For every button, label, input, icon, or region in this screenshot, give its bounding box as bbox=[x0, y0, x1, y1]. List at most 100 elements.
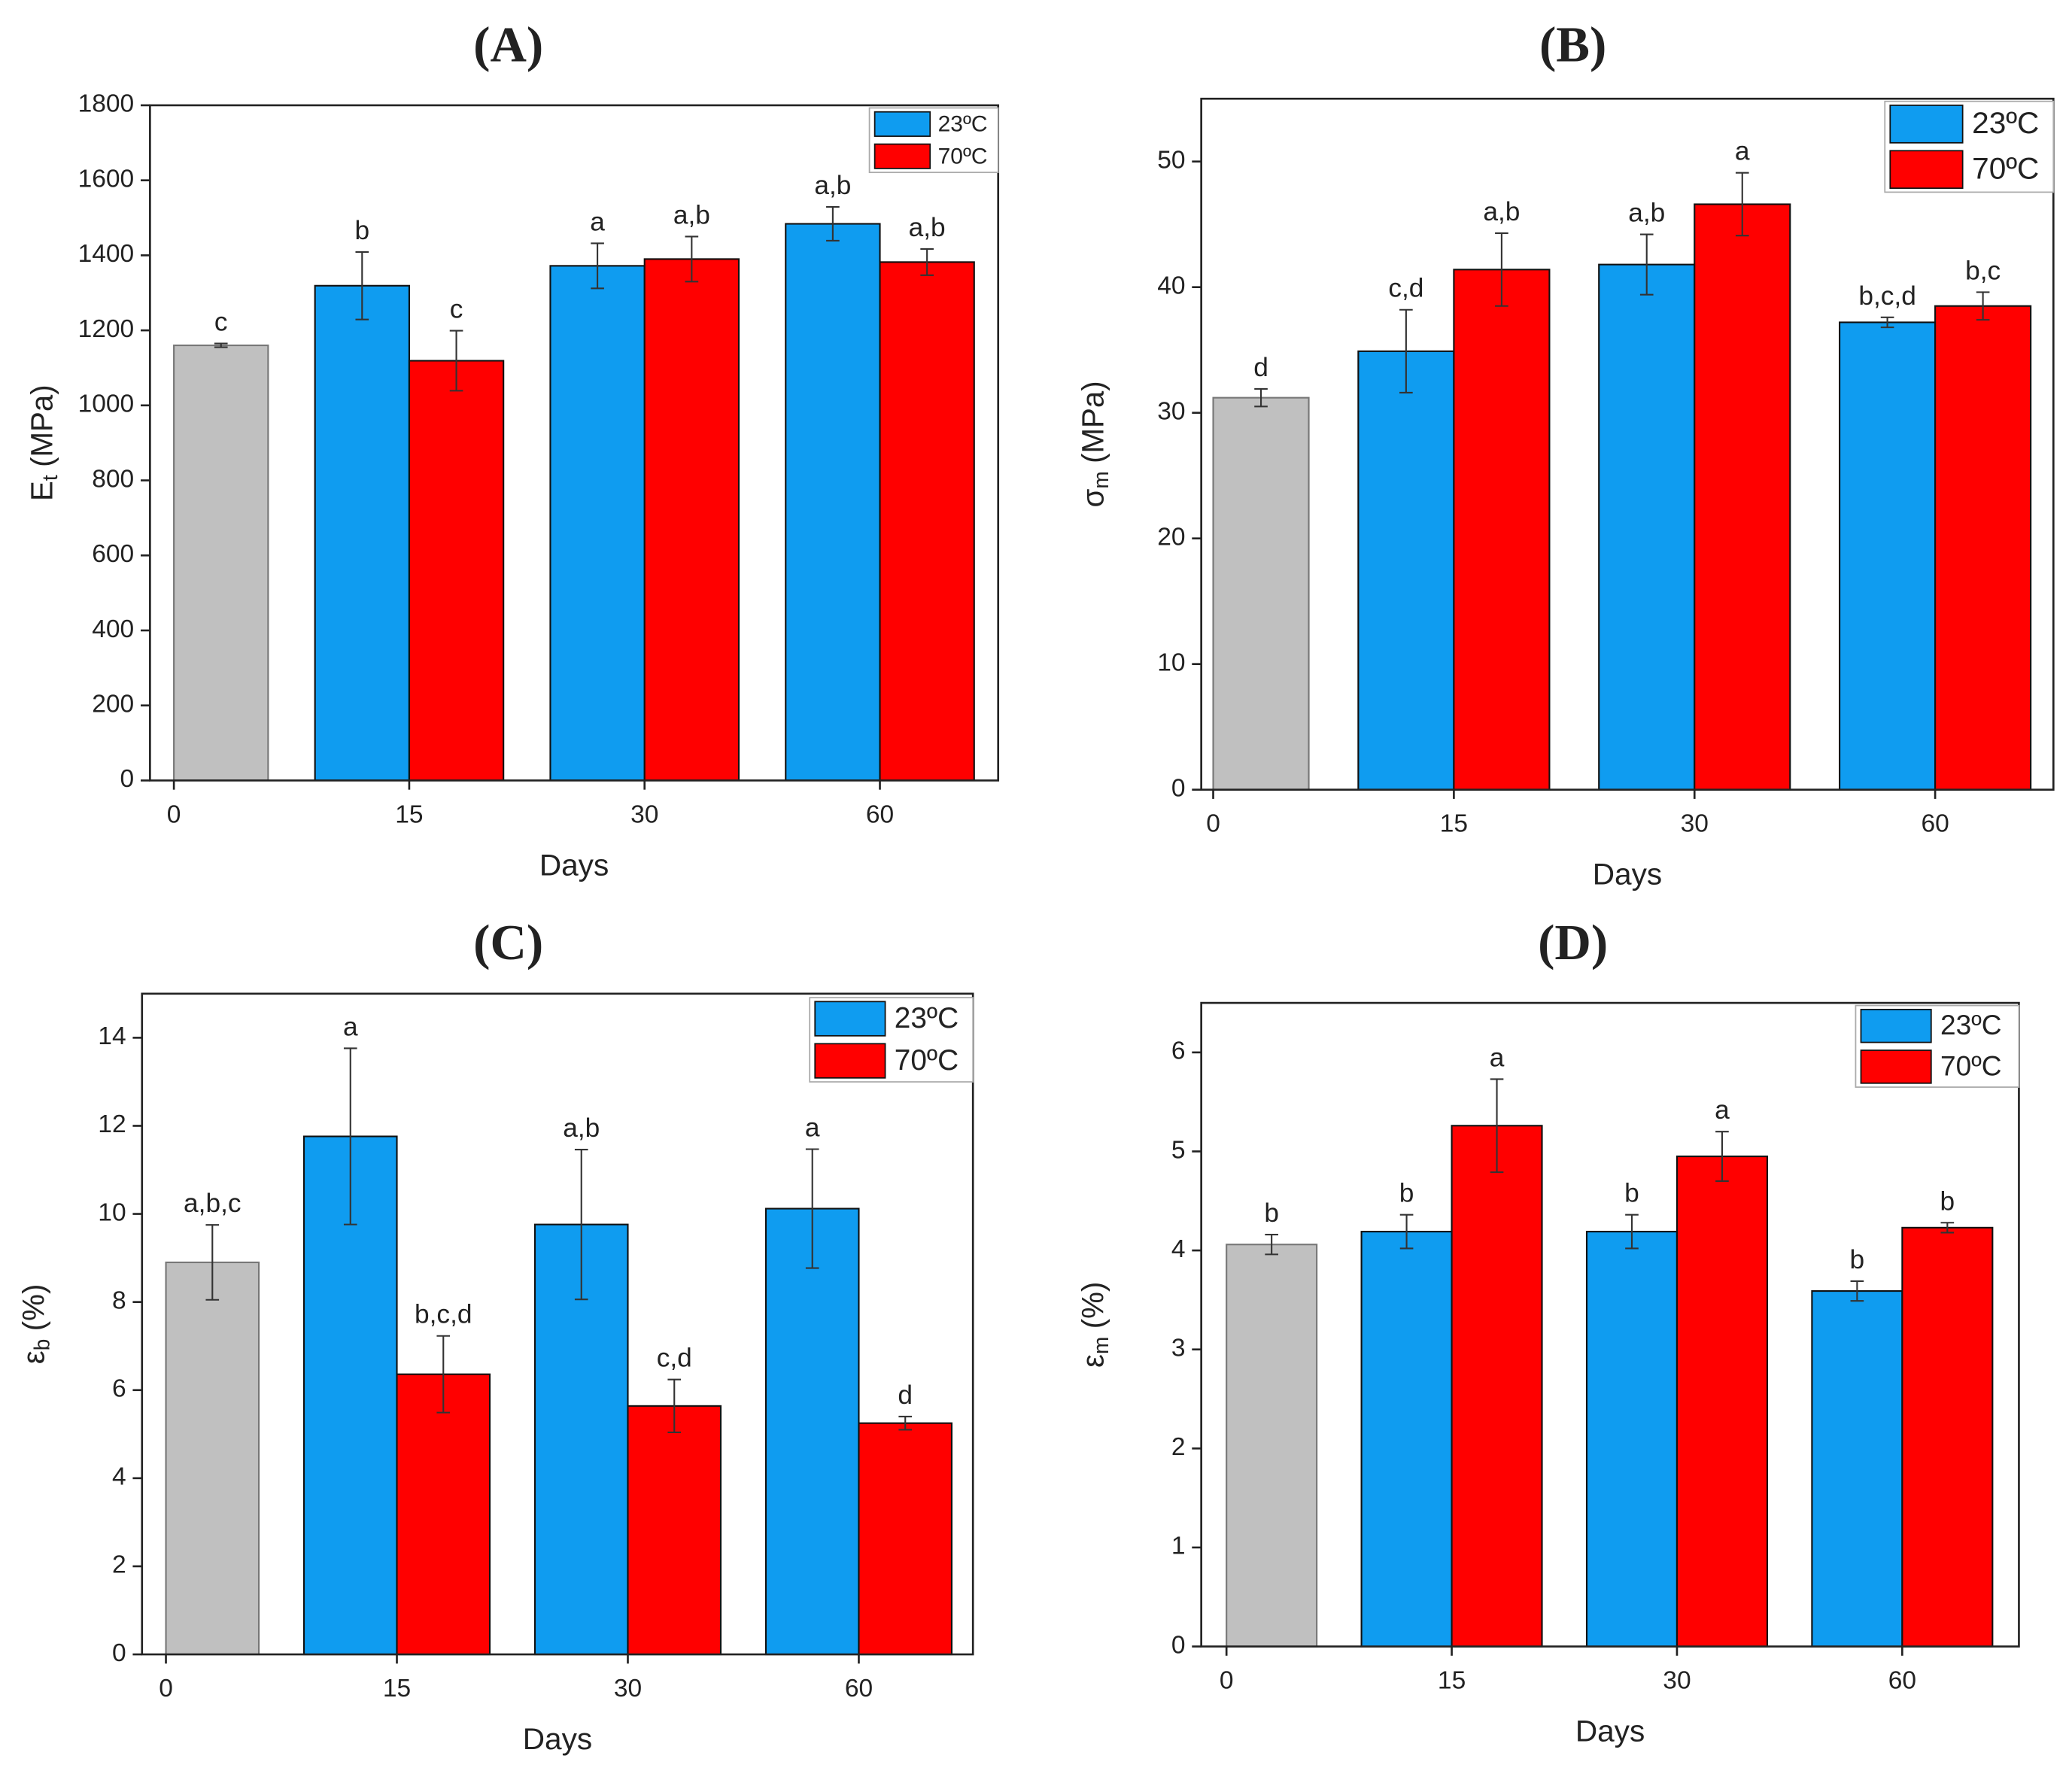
y-tick-label: 2 bbox=[112, 1551, 126, 1579]
significance-label: d bbox=[1253, 353, 1268, 382]
y-tick-label: 800 bbox=[92, 465, 134, 493]
x-tick-label: 60 bbox=[845, 1675, 873, 1702]
y-tick-label: 1600 bbox=[78, 166, 135, 193]
x-tick-label: 0 bbox=[159, 1675, 173, 1702]
bar bbox=[627, 1405, 722, 1656]
y-tick-label: 1200 bbox=[78, 315, 135, 343]
x-axis-label: Days bbox=[523, 1721, 592, 1756]
x-tick-label: 30 bbox=[614, 1675, 642, 1702]
plot-frame bbox=[1200, 1001, 2020, 1648]
y-tick-label: 0 bbox=[1171, 1631, 1186, 1659]
legend-label: 70ºC bbox=[1940, 1051, 2001, 1082]
bar bbox=[764, 1207, 860, 1656]
y-tick-label: 6 bbox=[1171, 1037, 1186, 1065]
y-axis-label: σm (MPa) bbox=[1075, 381, 1113, 507]
significance-label: b bbox=[1399, 1179, 1414, 1208]
bar bbox=[1934, 305, 2032, 791]
y-axis-symbol: E bbox=[24, 481, 59, 501]
legend-swatch bbox=[814, 1043, 886, 1079]
significance-label: a bbox=[590, 208, 605, 237]
x-tick-label: 30 bbox=[630, 801, 658, 829]
y-tick-label: 2 bbox=[1171, 1433, 1186, 1461]
y-tick-label: 50 bbox=[1157, 147, 1185, 175]
chart-title: (B) bbox=[1539, 18, 1606, 73]
y-axis-symbol: σ bbox=[1075, 489, 1110, 508]
y-tick-label: 10 bbox=[98, 1198, 126, 1226]
y-tick-label: 0 bbox=[1171, 775, 1186, 803]
y-axis-label: εm (%) bbox=[1075, 1282, 1113, 1368]
y-tick-label: 200 bbox=[92, 691, 134, 718]
significance-label: c,d bbox=[657, 1344, 692, 1373]
bar bbox=[1598, 263, 1696, 791]
x-tick-label: 0 bbox=[1206, 810, 1220, 838]
y-axis-unit: (%) bbox=[16, 1284, 50, 1332]
bar bbox=[549, 265, 646, 782]
significance-label: b bbox=[354, 216, 369, 245]
plot-frame bbox=[149, 104, 1000, 782]
significance-label: a bbox=[1490, 1043, 1505, 1073]
legend-swatch bbox=[1889, 150, 1964, 190]
y-tick-label: 8 bbox=[112, 1287, 126, 1315]
significance-label: b,c,d bbox=[415, 1300, 472, 1329]
bar bbox=[1357, 350, 1455, 791]
significance-label: c bbox=[450, 295, 463, 324]
bar bbox=[1811, 1290, 1903, 1648]
y-tick-label: 0 bbox=[112, 1639, 126, 1667]
significance-label: a bbox=[1735, 137, 1750, 166]
legend-swatch bbox=[1889, 105, 1964, 144]
y-tick-label: 6 bbox=[112, 1375, 126, 1403]
significance-label: b bbox=[1940, 1186, 1955, 1216]
significance-label: a bbox=[343, 1013, 358, 1042]
chart-title: (C) bbox=[473, 916, 543, 970]
y-axis-subscript: m bbox=[1089, 471, 1113, 488]
x-tick-label: 15 bbox=[1438, 1667, 1466, 1695]
y-tick-label: 1400 bbox=[78, 240, 135, 268]
bar bbox=[1453, 269, 1551, 791]
x-tick-label: 30 bbox=[1663, 1667, 1691, 1695]
significance-label: a,b bbox=[1483, 197, 1520, 226]
significance-label: c,d bbox=[1388, 274, 1423, 303]
legend-label: 23ºC bbox=[895, 1002, 959, 1034]
significance-label: d bbox=[898, 1381, 913, 1410]
y-axis-subscript: m bbox=[1089, 1337, 1113, 1354]
y-tick-label: 30 bbox=[1157, 398, 1185, 426]
legend-swatch bbox=[1860, 1049, 1932, 1084]
bar bbox=[1226, 1244, 1318, 1648]
bar bbox=[643, 258, 740, 782]
y-axis-unit: (MPa) bbox=[1075, 381, 1110, 463]
x-axis-label: Days bbox=[1593, 857, 1662, 891]
significance-label: a,b,c bbox=[184, 1189, 241, 1218]
x-axis-label: Days bbox=[1575, 1714, 1645, 1748]
legend-swatch bbox=[814, 1001, 886, 1037]
significance-label: b bbox=[1850, 1245, 1865, 1274]
bar bbox=[1694, 203, 1791, 791]
y-tick-label: 1000 bbox=[78, 390, 135, 418]
y-tick-label: 400 bbox=[92, 615, 134, 643]
y-tick-label: 40 bbox=[1157, 272, 1185, 300]
legend-label: 23ºC bbox=[938, 112, 988, 137]
legend-label: 23ºC bbox=[1972, 105, 2039, 140]
significance-label: a,b bbox=[909, 213, 946, 242]
bar bbox=[165, 1261, 260, 1656]
x-tick-label: 0 bbox=[167, 801, 181, 829]
bar bbox=[785, 223, 881, 782]
y-axis-subscript: b bbox=[31, 1339, 54, 1351]
significance-label: a,b bbox=[673, 201, 710, 230]
x-tick-label: 15 bbox=[383, 1675, 411, 1702]
legend-label: 23ºC bbox=[1940, 1010, 2001, 1040]
y-axis-label: Et (MPa) bbox=[24, 384, 62, 501]
y-axis-unit: (%) bbox=[1075, 1282, 1110, 1329]
significance-label: c bbox=[214, 308, 228, 337]
x-tick-label: 60 bbox=[866, 801, 894, 829]
significance-label: b,c,d bbox=[1858, 281, 1916, 311]
bar bbox=[1901, 1226, 1994, 1648]
bar bbox=[314, 284, 410, 782]
chart-title: (D) bbox=[1538, 916, 1608, 970]
legend-label: 70ºC bbox=[895, 1044, 959, 1077]
bar bbox=[1676, 1156, 1768, 1648]
y-tick-label: 5 bbox=[1171, 1136, 1186, 1164]
y-tick-label: 4 bbox=[1171, 1235, 1186, 1263]
legend-swatch bbox=[1860, 1008, 1932, 1043]
legend-swatch bbox=[873, 111, 931, 137]
